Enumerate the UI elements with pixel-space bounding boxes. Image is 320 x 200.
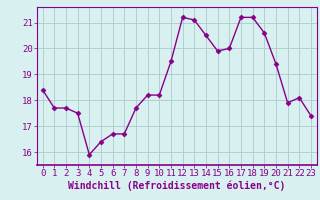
X-axis label: Windchill (Refroidissement éolien,°C): Windchill (Refroidissement éolien,°C) xyxy=(68,181,285,191)
